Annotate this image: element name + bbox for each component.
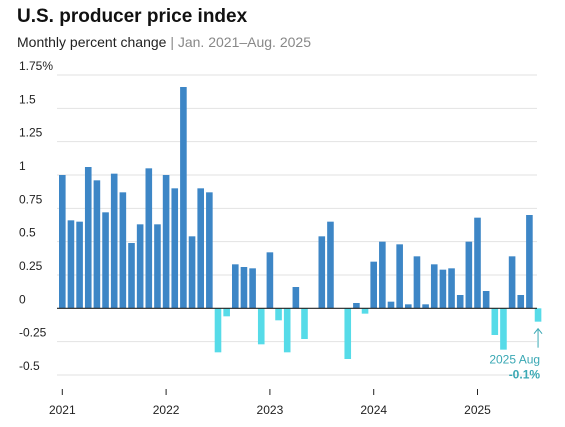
chart-title: U.S. producer price index xyxy=(17,6,248,27)
bar-2021-03 xyxy=(76,221,83,309)
bar-2025-01 xyxy=(474,217,481,309)
bar-2024-08 xyxy=(430,264,438,309)
bar-2021-04 xyxy=(84,167,92,309)
bar-2024-07 xyxy=(422,304,429,309)
bar-2022-08 xyxy=(223,308,230,317)
annotation-arrow-head xyxy=(533,327,543,334)
bar-2022-02 xyxy=(171,188,179,309)
bar-2021-09 xyxy=(128,243,135,309)
bar-2024-09 xyxy=(439,269,447,309)
y-tick-label: 0.25 xyxy=(19,259,43,273)
bar-2021-06 xyxy=(102,212,109,309)
bar-2021-01 xyxy=(59,175,66,309)
bar-2025-06 xyxy=(517,295,525,309)
bar-2023-08 xyxy=(327,221,334,309)
bar-2021-08 xyxy=(119,192,127,309)
bar-2023-04 xyxy=(292,287,300,309)
bar-2022-05 xyxy=(197,188,204,309)
y-tick-label: -0.5 xyxy=(19,359,40,373)
y-tick-label: 1.25 xyxy=(19,126,43,140)
y-tick-label: 1 xyxy=(19,159,26,173)
bar-2024-01 xyxy=(370,261,377,309)
x-tick-label: 2024 xyxy=(360,403,387,417)
annotation: 2025 Aug-0.1% xyxy=(489,327,543,382)
x-tick-label: 2023 xyxy=(257,403,284,417)
bar-2022-09 xyxy=(232,264,239,309)
bars xyxy=(59,87,542,359)
bar-2023-05 xyxy=(301,308,308,339)
bar-2023-01 xyxy=(266,252,274,309)
bar-2024-12 xyxy=(465,241,473,309)
bar-2025-07 xyxy=(526,215,533,309)
annotation-label: 2025 Aug xyxy=(489,353,540,367)
bar-2025-02 xyxy=(482,291,490,309)
bar-2021-02 xyxy=(67,220,75,309)
bar-2025-03 xyxy=(491,308,499,335)
bar-2023-07 xyxy=(318,236,326,309)
bar-2021-10 xyxy=(136,224,144,309)
y-tick-label: 0 xyxy=(19,292,26,306)
x-tick-label: 2021 xyxy=(49,403,76,417)
bar-2025-08 xyxy=(534,308,542,322)
bar-2023-11 xyxy=(353,303,360,309)
bar-2022-12 xyxy=(257,308,265,345)
bar-2021-11 xyxy=(145,168,153,309)
annotation-value: -0.1% xyxy=(509,368,541,382)
y-tick-label: -0.25 xyxy=(19,326,47,340)
x-axis: 2021 2022 2023 2024 2025 xyxy=(49,389,491,417)
subtitle-range: Jan. 2021–Aug. 2025 xyxy=(177,34,311,50)
bar-2022-07 xyxy=(214,308,222,353)
bar-2023-03 xyxy=(283,308,291,353)
bar-2022-11 xyxy=(249,268,256,309)
chart-subtitle: Monthly percent change | Jan. 2021–Aug. … xyxy=(17,34,311,50)
bar-2022-04 xyxy=(188,236,196,309)
bar-2021-05 xyxy=(93,180,101,309)
bar-2024-10 xyxy=(448,268,455,309)
bar-2024-06 xyxy=(413,256,421,309)
bar-2022-10 xyxy=(240,267,248,309)
y-tick-label: 0.5 xyxy=(19,226,36,240)
bar-2021-12 xyxy=(154,224,161,309)
bar-2024-04 xyxy=(396,244,403,309)
y-tick-label: 0.75 xyxy=(19,192,43,206)
x-tick-label: 2022 xyxy=(153,403,180,417)
bar-2024-05 xyxy=(405,304,412,309)
bar-2021-07 xyxy=(110,173,118,309)
subtitle-separator: | xyxy=(166,34,178,50)
x-tick-label: 2025 xyxy=(464,403,491,417)
y-tick-label: 1.75% xyxy=(19,59,53,73)
bar-2023-10 xyxy=(344,308,352,359)
bar-2025-05 xyxy=(508,256,516,309)
bar-2024-02 xyxy=(379,241,386,309)
bar-2025-04 xyxy=(500,308,507,350)
bar-2022-06 xyxy=(206,192,213,309)
bar-2024-03 xyxy=(387,301,395,309)
subtitle-main: Monthly percent change xyxy=(17,34,167,50)
bar-2023-12 xyxy=(361,308,369,314)
y-tick-label: 1.5 xyxy=(19,92,36,106)
bar-2022-03 xyxy=(180,87,187,309)
bar-2023-02 xyxy=(275,308,282,321)
bar-2022-01 xyxy=(162,175,170,309)
bar-2024-11 xyxy=(456,295,464,309)
